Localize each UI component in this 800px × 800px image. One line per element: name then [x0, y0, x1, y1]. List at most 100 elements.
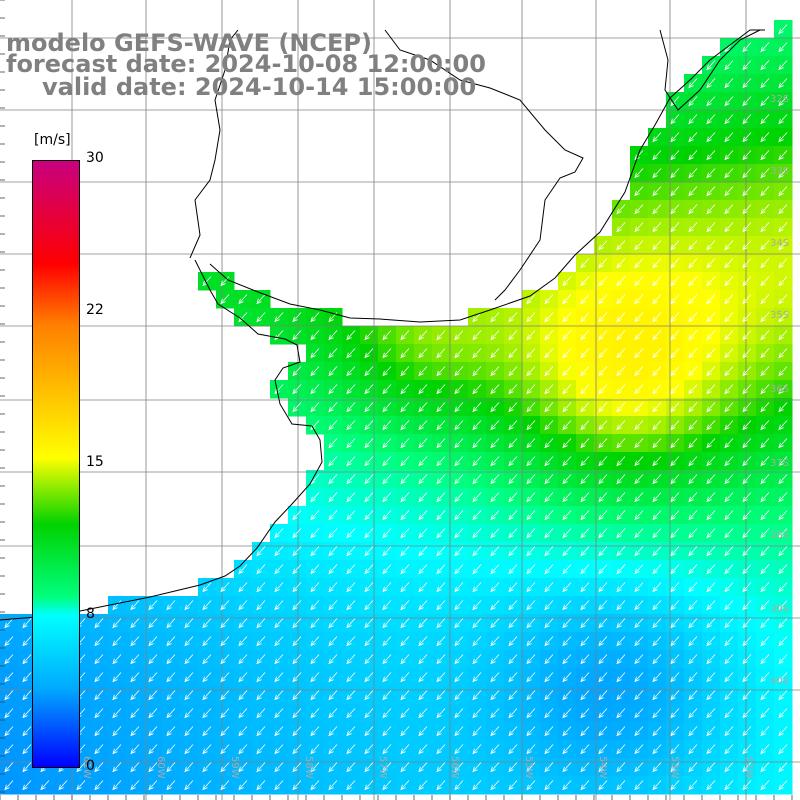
wind-arrow [184, 636, 194, 647]
wind-arrow [778, 78, 788, 89]
wind-arrow [526, 402, 536, 413]
wind-arrow [742, 168, 752, 179]
wind-arrow [202, 618, 212, 629]
wind-arrow [562, 474, 572, 485]
wind-arrow [634, 204, 644, 215]
wind-arrow [184, 690, 194, 701]
wind-arrow [346, 528, 356, 539]
wind-arrow [454, 708, 464, 719]
wind-arrow [706, 762, 716, 773]
wind-arrow [742, 42, 752, 53]
wind-arrow [346, 654, 356, 665]
wind-arrow [562, 708, 572, 719]
wind-arrow [580, 528, 590, 539]
wind-arrow [418, 330, 428, 341]
wind-arrow [652, 654, 662, 665]
wind-arrow [238, 582, 248, 593]
wind-arrow [742, 474, 752, 485]
wind-arrow [562, 294, 572, 305]
wind-arrow [346, 438, 356, 449]
wind-arrow [364, 492, 374, 503]
wind-arrow [454, 456, 464, 467]
wind-arrow [760, 420, 770, 431]
wind-arrow [580, 276, 590, 287]
wind-arrow [598, 546, 608, 557]
wind-arrow [724, 312, 734, 323]
wind-arrow [490, 654, 500, 665]
wind-arrow [418, 456, 428, 467]
wind-arrow [526, 330, 536, 341]
longitude-tick-label: 54W [597, 756, 608, 779]
wind-arrow [562, 330, 572, 341]
wind-arrow [310, 528, 320, 539]
wind-arrow [526, 348, 536, 359]
wind-arrow [202, 582, 212, 593]
wind-arrow [670, 348, 680, 359]
wind-arrow [670, 150, 680, 161]
wind-arrow [724, 564, 734, 575]
wind-arrow [436, 600, 446, 611]
wind-arrow [724, 510, 734, 521]
wind-arrow [418, 618, 428, 629]
wind-arrow [400, 690, 410, 701]
wind-arrow [400, 438, 410, 449]
wind-arrow [598, 276, 608, 287]
wind-arrow [598, 294, 608, 305]
wind-arrow [310, 330, 320, 341]
wind-arrow [436, 384, 446, 395]
wind-arrow [256, 546, 266, 557]
wind-arrow [724, 132, 734, 143]
wind-arrow [166, 726, 176, 737]
wind-arrow [490, 438, 500, 449]
wind-arrow [688, 546, 698, 557]
wind-arrow [562, 276, 572, 287]
wind-arrow [490, 762, 500, 773]
wind-arrow [670, 546, 680, 557]
wind-arrow [256, 762, 266, 773]
wind-arrow [22, 636, 32, 647]
wind-arrow [706, 294, 716, 305]
wind-arrow [382, 438, 392, 449]
wind-arrow [706, 510, 716, 521]
border-river-uruguay [189, 29, 239, 259]
wind-arrow [364, 456, 374, 467]
wind-arrow [220, 276, 230, 287]
wind-arrow [400, 546, 410, 557]
wind-arrow [670, 294, 680, 305]
wind-arrow [418, 672, 428, 683]
wind-arrow [760, 276, 770, 287]
wind-arrow [742, 744, 752, 755]
wind-arrow [724, 384, 734, 395]
wind-arrow [616, 438, 626, 449]
wind-arrow [166, 762, 176, 773]
wind-arrow [706, 474, 716, 485]
wind-arrow [274, 600, 284, 611]
model-title: modelo GEFS-WAVE (NCEP) [6, 29, 372, 57]
wind-arrow [670, 204, 680, 215]
coastline-argentina-uruguay-brazil [0, 259, 323, 621]
wind-arrow [616, 564, 626, 575]
wind-arrow [562, 420, 572, 431]
wind-arrow [454, 546, 464, 557]
wind-arrow [310, 762, 320, 773]
wind-arrow [598, 348, 608, 359]
wind-arrow [382, 330, 392, 341]
wind-arrow [490, 348, 500, 359]
wind-arrow [616, 204, 626, 215]
wind-arrow [166, 672, 176, 683]
wind-arrow [364, 762, 374, 773]
wind-arrow [652, 492, 662, 503]
wind-arrow [634, 618, 644, 629]
wind-arrow [148, 654, 158, 665]
wind-arrow [724, 366, 734, 377]
wind-arrow [742, 780, 752, 791]
wind-arrow [706, 114, 716, 125]
wind-arrow [526, 546, 536, 557]
wind-arrow [778, 24, 788, 35]
wind-arrow [382, 546, 392, 557]
wind-arrow [544, 402, 554, 413]
wind-arrow [544, 600, 554, 611]
wind-arrow [328, 636, 338, 647]
wind-arrow [724, 168, 734, 179]
wind-arrow [472, 564, 482, 575]
